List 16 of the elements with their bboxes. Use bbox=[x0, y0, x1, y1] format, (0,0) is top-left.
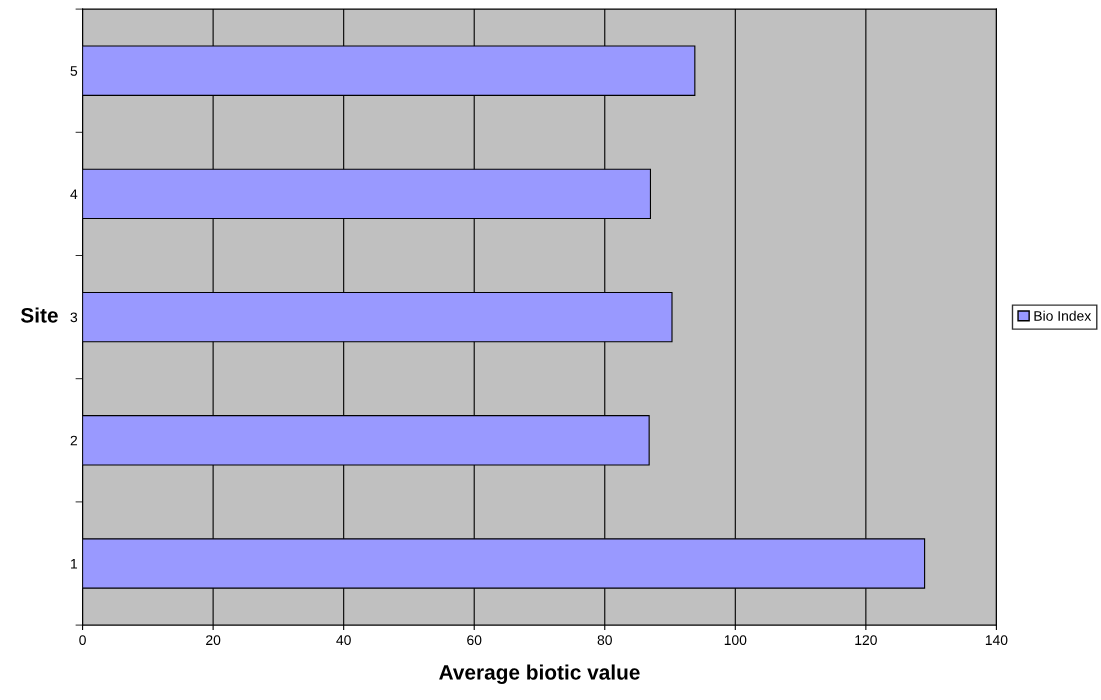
y-tick-label: 4 bbox=[70, 189, 78, 199]
x-tick-label: 120 bbox=[855, 635, 877, 646]
x-tick-label: 140 bbox=[985, 635, 1008, 646]
y-tick-label: 1 bbox=[71, 558, 78, 569]
legend-label: Bio Index bbox=[1034, 310, 1092, 321]
x-tick-label: 80 bbox=[597, 635, 612, 646]
y-tick-label: 3 bbox=[70, 312, 78, 323]
x-tick-label: 100 bbox=[724, 635, 747, 646]
x-tick-label: 20 bbox=[206, 635, 221, 646]
x-axis-title: Average biotic value bbox=[439, 664, 640, 684]
x-tick-label: 40 bbox=[336, 635, 351, 646]
x-tick-label: 0 bbox=[79, 635, 86, 646]
x-tick-label: 60 bbox=[467, 635, 482, 646]
y-tick-label: 2 bbox=[70, 435, 78, 446]
y-tick-label: 5 bbox=[70, 66, 78, 76]
y-axis-title: Site bbox=[20, 307, 58, 323]
